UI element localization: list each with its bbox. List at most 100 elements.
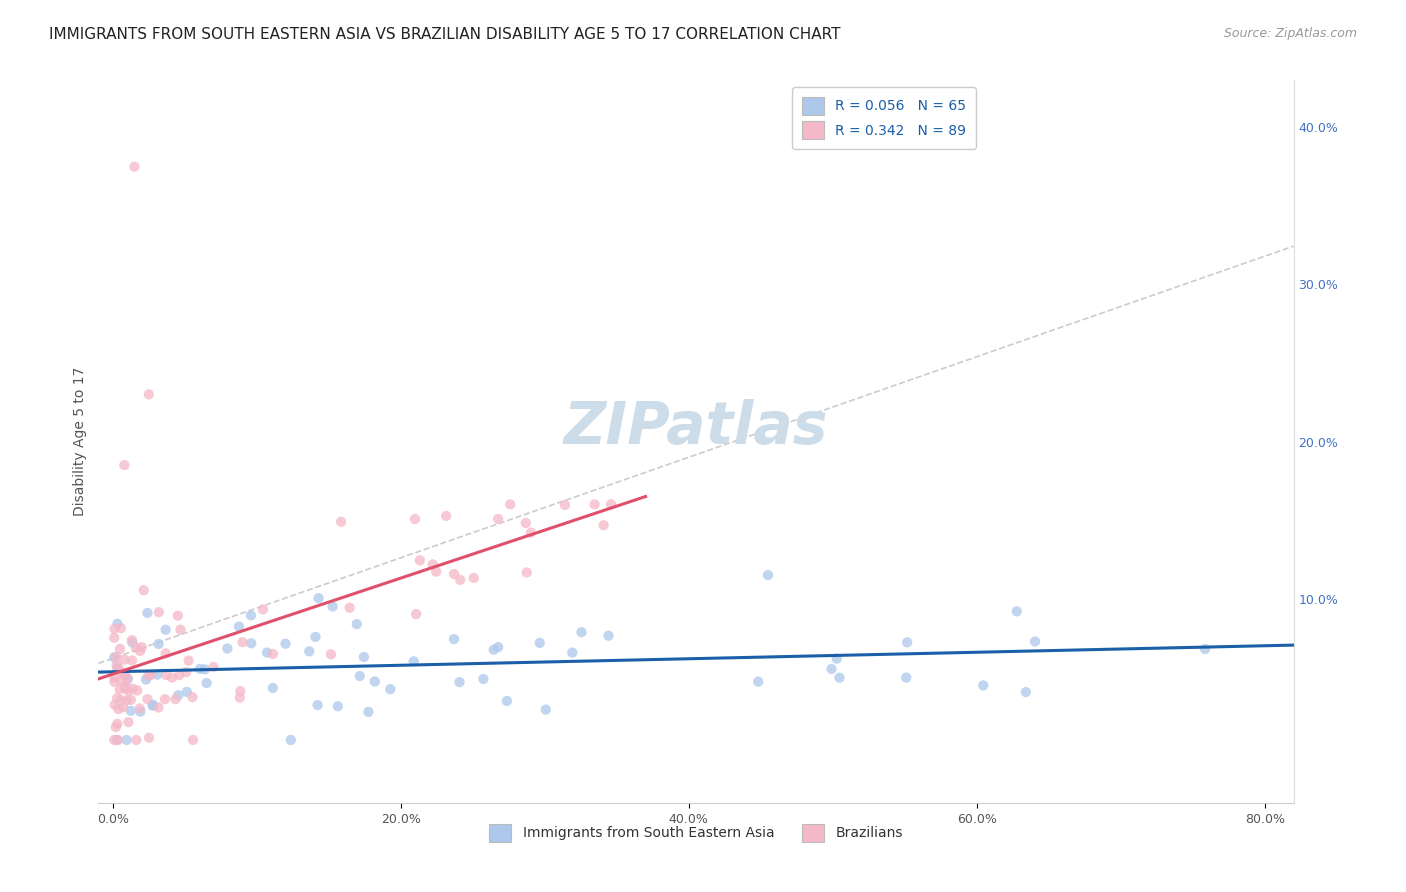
Point bbox=[598, 629, 620, 643]
Point bbox=[825, 651, 848, 665]
Point bbox=[120, 693, 142, 707]
Text: IMMIGRANTS FROM SOUTH EASTERN ASIA VS BRAZILIAN DISABILITY AGE 5 TO 17 CORRELATI: IMMIGRANTS FROM SOUTH EASTERN ASIA VS BR… bbox=[49, 27, 841, 42]
Point bbox=[339, 600, 361, 615]
Point bbox=[129, 644, 152, 658]
Point bbox=[534, 703, 557, 717]
Point bbox=[443, 632, 465, 647]
Point bbox=[136, 669, 159, 683]
Point bbox=[1015, 685, 1038, 699]
Point bbox=[571, 625, 593, 640]
Point bbox=[105, 716, 128, 731]
Point bbox=[425, 565, 447, 579]
Point bbox=[515, 516, 537, 530]
Point bbox=[110, 673, 132, 688]
Point bbox=[121, 681, 143, 696]
Point bbox=[280, 733, 302, 747]
Point bbox=[472, 672, 495, 686]
Point bbox=[114, 680, 136, 694]
Point bbox=[124, 160, 146, 174]
Point bbox=[148, 605, 170, 619]
Point bbox=[125, 733, 148, 747]
Point bbox=[146, 667, 169, 681]
Point bbox=[583, 497, 606, 511]
Point bbox=[326, 699, 349, 714]
Point bbox=[499, 497, 522, 511]
Point bbox=[103, 674, 125, 689]
Legend: Immigrants from South Eastern Asia, Brazilians: Immigrants from South Eastern Asia, Braz… bbox=[481, 815, 911, 850]
Point bbox=[239, 608, 262, 623]
Point bbox=[142, 698, 165, 713]
Point bbox=[127, 683, 149, 698]
Point bbox=[121, 653, 143, 667]
Point bbox=[103, 622, 125, 636]
Point bbox=[167, 688, 190, 702]
Point bbox=[828, 671, 851, 685]
Point bbox=[132, 583, 155, 598]
Point bbox=[112, 700, 135, 714]
Point bbox=[112, 652, 135, 666]
Point bbox=[434, 508, 457, 523]
Point bbox=[482, 642, 505, 657]
Point bbox=[103, 631, 125, 645]
Point bbox=[107, 733, 129, 747]
Point bbox=[114, 681, 136, 696]
Point bbox=[747, 674, 769, 689]
Point bbox=[108, 642, 131, 657]
Point bbox=[443, 567, 465, 582]
Point bbox=[486, 640, 509, 654]
Point bbox=[231, 635, 253, 649]
Point bbox=[217, 641, 239, 656]
Point bbox=[256, 646, 278, 660]
Point bbox=[820, 662, 842, 676]
Point bbox=[307, 698, 329, 712]
Point bbox=[228, 619, 250, 633]
Point bbox=[108, 682, 131, 697]
Point bbox=[114, 679, 136, 693]
Point bbox=[308, 591, 330, 606]
Point bbox=[167, 608, 190, 623]
Point bbox=[148, 700, 170, 714]
Point bbox=[131, 640, 153, 655]
Point bbox=[105, 658, 128, 673]
Point bbox=[592, 518, 614, 533]
Point bbox=[346, 617, 368, 632]
Point bbox=[896, 671, 918, 685]
Point bbox=[112, 667, 135, 681]
Point bbox=[117, 672, 139, 686]
Point bbox=[104, 720, 127, 734]
Point bbox=[357, 705, 380, 719]
Point bbox=[167, 668, 190, 682]
Point bbox=[188, 662, 211, 676]
Text: ZIPatlas: ZIPatlas bbox=[564, 399, 828, 456]
Point bbox=[1005, 604, 1028, 618]
Point bbox=[138, 387, 160, 401]
Point bbox=[176, 685, 198, 699]
Point bbox=[107, 702, 129, 716]
Point bbox=[529, 636, 551, 650]
Point bbox=[554, 498, 576, 512]
Point bbox=[111, 665, 134, 680]
Point bbox=[155, 646, 177, 660]
Point bbox=[117, 671, 139, 685]
Point bbox=[160, 671, 183, 685]
Point bbox=[110, 621, 132, 635]
Point bbox=[364, 674, 387, 689]
Point bbox=[105, 660, 128, 674]
Point bbox=[262, 681, 284, 695]
Point bbox=[105, 691, 128, 706]
Point bbox=[404, 512, 426, 526]
Text: Source: ZipAtlas.com: Source: ZipAtlas.com bbox=[1223, 27, 1357, 40]
Point bbox=[112, 458, 135, 472]
Point bbox=[148, 637, 170, 651]
Point bbox=[135, 673, 157, 687]
Point bbox=[117, 715, 139, 730]
Point bbox=[600, 497, 623, 511]
Point bbox=[136, 692, 159, 706]
Point bbox=[274, 637, 297, 651]
Point bbox=[129, 705, 152, 719]
Point bbox=[516, 566, 538, 580]
Point bbox=[103, 670, 125, 684]
Point bbox=[121, 633, 143, 648]
Point bbox=[405, 607, 427, 621]
Point bbox=[229, 684, 252, 698]
